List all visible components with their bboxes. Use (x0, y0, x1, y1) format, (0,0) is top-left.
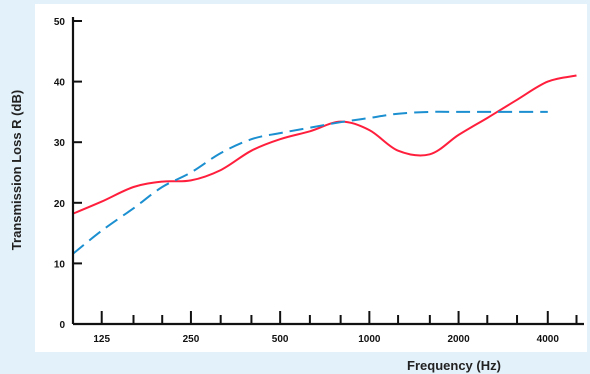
y-tick-label-40: 40 (54, 78, 66, 89)
dashed-blue-series-line (72, 110, 548, 255)
y-tick-label-0: 0 (59, 320, 65, 331)
x-tick-label-4000: 4000 (537, 334, 560, 345)
x-tick-label-500: 500 (272, 334, 289, 345)
y-tick-label-10: 10 (54, 259, 66, 270)
x-tick-label-2000: 2000 (447, 334, 470, 345)
y-tick-label-20: 20 (54, 199, 66, 210)
plot-panel (35, 4, 587, 352)
ticks-layer: 0 10 20 30 40 50 125 250 500 1000 2000 4000 (54, 17, 578, 345)
y-tick-label-50: 50 (54, 17, 66, 28)
solid-red-series-line (72, 74, 577, 215)
x-axis-title: Frequency (Hz) (407, 358, 501, 373)
x-tick-label-1000: 1000 (358, 334, 381, 345)
x-tick-label-250: 250 (183, 334, 200, 345)
y-axis-title: Transmission Loss R (dB) (9, 90, 24, 250)
series-layer (72, 74, 577, 255)
x-tick-label-125: 125 (93, 334, 110, 345)
y-tick-label-30: 30 (54, 138, 66, 149)
